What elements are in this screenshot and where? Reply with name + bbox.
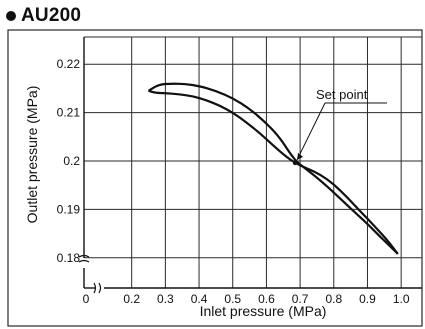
y-axis-label: Outlet pressure (MPa) [24,86,40,224]
x-tick-label: 0.7 [292,292,309,306]
x-tick-label: 1.0 [393,292,410,306]
title-bullet-icon [6,11,16,21]
set-point-label: Set point [316,87,368,102]
y-tick-label: 0.2 [63,154,80,168]
y-tick-label: 0.21 [57,106,81,120]
x-tick-label: 0.2 [123,292,140,306]
x-tick-label: 0.9 [359,292,376,306]
x-tick-label: 0.6 [258,292,275,306]
x-tick-label: 0.4 [191,292,208,306]
x-axis-break-icon [93,282,102,294]
y-tick-label: 0.18 [57,251,81,265]
x-tick-label: 0.5 [224,292,241,306]
x-tick-label: 0 [83,292,90,306]
x-tick-label: 0.8 [325,292,342,306]
y-tick-label: 0.22 [57,57,81,71]
set-point-arrow-icon [297,152,304,160]
series-2-line [148,89,399,255]
chart-frame [7,29,423,327]
series-1-line [147,82,399,255]
x-tick-label: 0.3 [157,292,174,306]
chart-title-text: AU200 [21,5,82,26]
chart-title: AU200 [6,4,81,28]
x-axis-label: Inlet pressure (MPa) [200,303,327,319]
set-point-marker [292,160,298,166]
y-axis-break-icon [78,254,90,263]
y-tick-label: 0.19 [57,202,81,216]
set-point-leader-line [296,102,326,161]
